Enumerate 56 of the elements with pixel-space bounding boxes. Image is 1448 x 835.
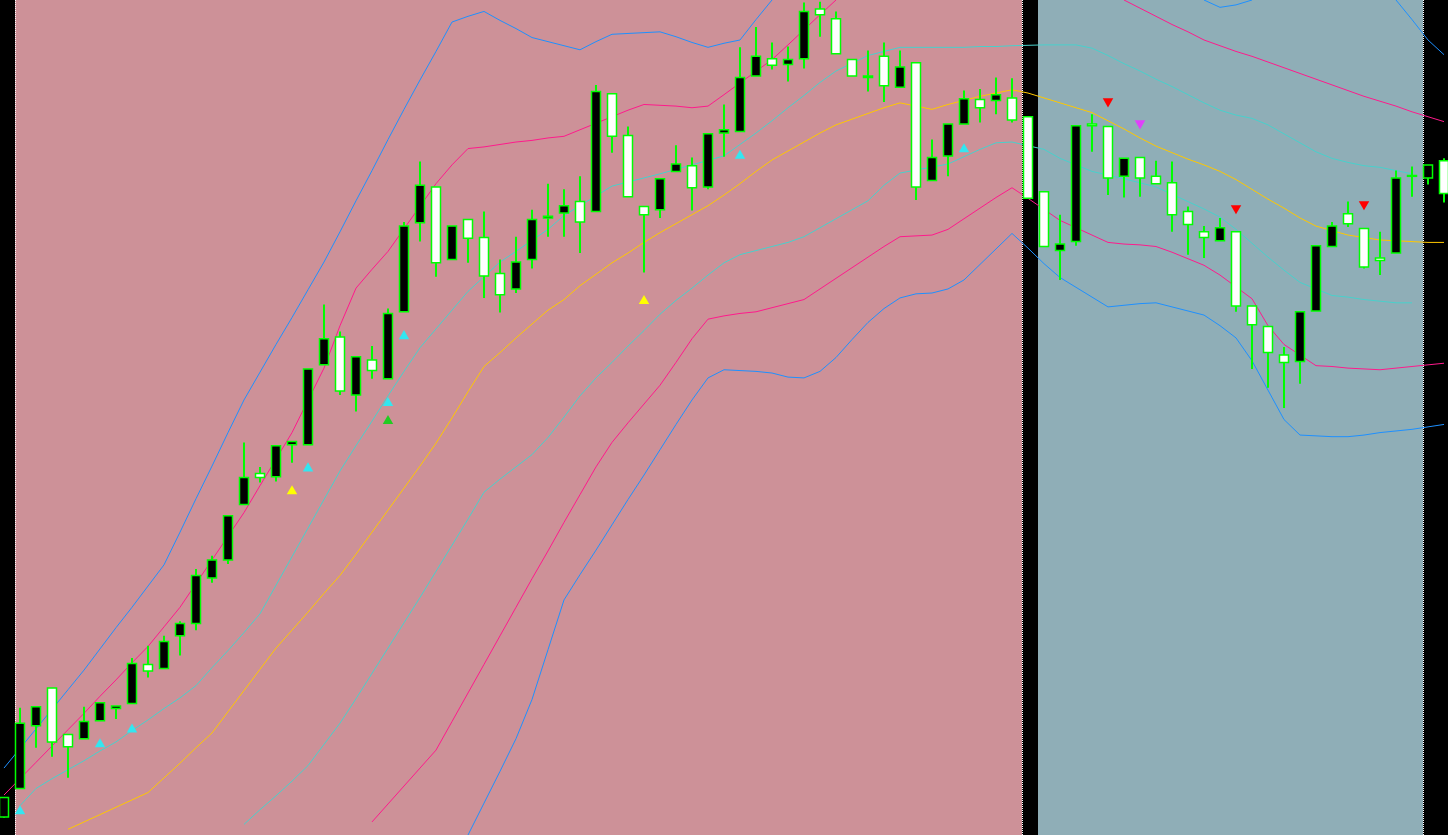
candlestick	[1182, 205, 1194, 256]
point	[1358, 201, 1370, 211]
point	[638, 295, 650, 305]
candlestick	[1118, 157, 1130, 199]
candlestick	[174, 620, 186, 657]
candlestick	[750, 25, 762, 77]
candlestick	[1422, 163, 1434, 186]
candlestick	[1326, 221, 1338, 248]
candlestick	[1086, 113, 1098, 153]
point	[1134, 120, 1146, 130]
candlestick	[30, 705, 42, 749]
candlestick	[286, 440, 298, 464]
candlestick	[1374, 230, 1386, 277]
point	[1230, 205, 1242, 215]
candlestick	[62, 733, 74, 779]
candlestick	[494, 258, 506, 314]
candlestick	[1278, 345, 1290, 410]
candlestick	[1246, 305, 1258, 370]
candlestick	[206, 554, 218, 584]
candlestick	[1198, 225, 1210, 259]
candlestick	[1214, 216, 1226, 242]
candlestick	[766, 41, 778, 71]
candlestick	[926, 138, 938, 182]
candlestick	[670, 144, 682, 173]
candlestick	[814, 0, 826, 38]
candlestick	[574, 175, 586, 255]
candlestick	[894, 49, 906, 89]
candlestick	[558, 188, 570, 238]
candlestick	[142, 644, 154, 679]
candlestick	[974, 87, 986, 124]
candlestick	[718, 103, 730, 158]
point	[398, 330, 410, 340]
candlestick	[462, 218, 474, 264]
candlestick	[862, 49, 874, 93]
point	[382, 397, 394, 407]
candlestick	[1342, 200, 1354, 228]
candlestick	[1054, 213, 1066, 281]
candlestick	[990, 76, 1002, 116]
point	[126, 723, 138, 733]
point	[286, 485, 298, 495]
candlestick	[782, 45, 794, 83]
candlestick	[366, 345, 378, 380]
candlestick	[542, 182, 554, 238]
point	[14, 805, 26, 815]
candlestick	[1134, 156, 1146, 198]
candlestick	[686, 156, 698, 212]
point	[1102, 98, 1114, 108]
point	[734, 149, 746, 159]
candlestick	[78, 705, 90, 740]
candlestick	[1006, 77, 1018, 124]
point	[94, 738, 106, 748]
point	[958, 143, 970, 153]
candlestick	[638, 205, 650, 274]
point	[302, 462, 314, 472]
point	[382, 415, 394, 425]
candlestick	[1406, 165, 1418, 198]
